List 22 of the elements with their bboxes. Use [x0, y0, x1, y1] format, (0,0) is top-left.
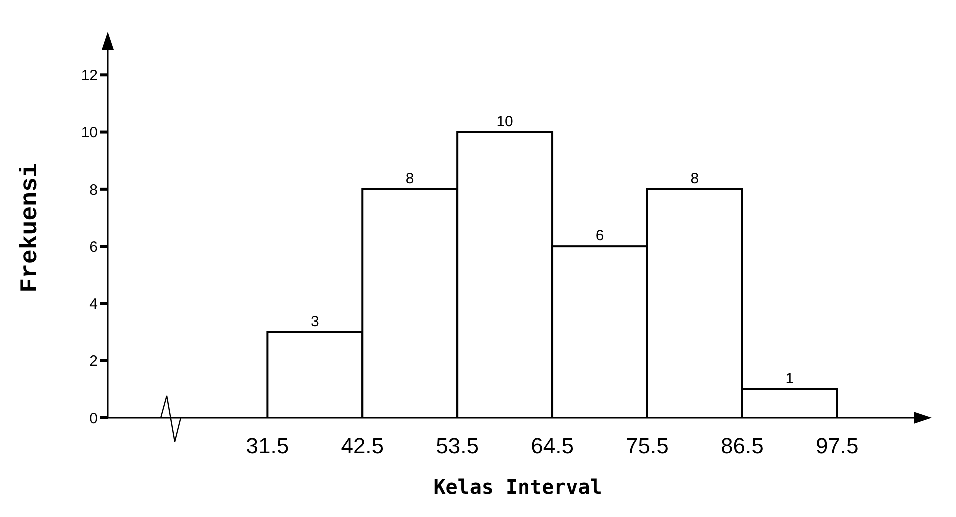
- x-tick-label: 86.5: [721, 434, 764, 459]
- data-label: 8: [406, 170, 414, 188]
- y-tick-label: 4: [90, 296, 98, 314]
- y-tick-label: 12: [81, 67, 98, 84]
- data-label: 1: [786, 370, 794, 388]
- x-tick-label: 97.5: [816, 434, 859, 459]
- y-tick-label: 2: [90, 353, 98, 370]
- x-tick-label: 42.5: [341, 434, 384, 459]
- x-tick-label: 53.5: [436, 434, 479, 459]
- data-label: 6: [596, 228, 604, 245]
- data-label: 3: [310, 313, 320, 330]
- x-axis-title: Kelas Interval: [434, 475, 602, 499]
- x-tick-label: 75.5: [626, 434, 669, 459]
- data-label: 10: [496, 113, 514, 130]
- y-tick-label: 10: [81, 124, 98, 142]
- x-tick-label: 31.5: [246, 434, 290, 459]
- y-tick-label: 8: [90, 182, 98, 199]
- y-tick-label: 6: [90, 238, 98, 256]
- y-tick-label: 0: [90, 410, 98, 428]
- y-axis-title: Frekuensi: [18, 163, 45, 293]
- data-label: 8: [690, 170, 700, 188]
- x-tick-label: 64.5: [531, 434, 574, 459]
